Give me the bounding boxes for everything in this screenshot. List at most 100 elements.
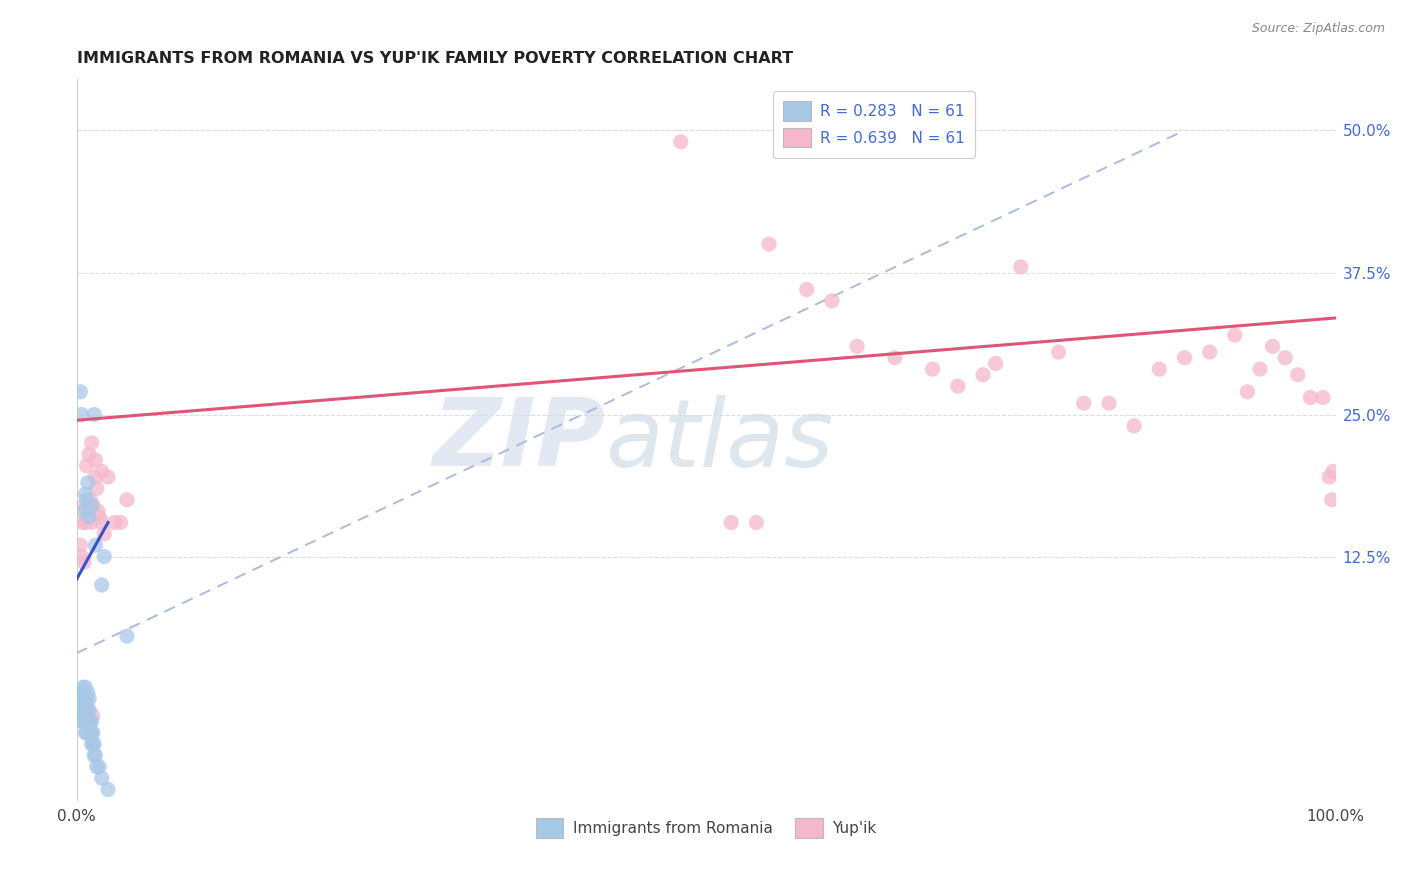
Point bbox=[75, 680, 97, 694]
Point bbox=[72, 516, 94, 530]
Point bbox=[745, 516, 768, 530]
Point bbox=[1149, 362, 1171, 376]
Point bbox=[1249, 362, 1271, 376]
Point bbox=[70, 691, 93, 706]
Point bbox=[75, 703, 97, 717]
Point bbox=[75, 725, 97, 739]
Point bbox=[77, 725, 100, 739]
Point bbox=[86, 482, 108, 496]
Point bbox=[76, 458, 98, 473]
Point bbox=[69, 691, 91, 706]
Point bbox=[76, 691, 98, 706]
Point bbox=[82, 725, 104, 739]
Point bbox=[79, 725, 101, 739]
Point bbox=[72, 691, 94, 706]
Point bbox=[76, 714, 98, 729]
Point bbox=[1261, 339, 1284, 353]
Point bbox=[1123, 418, 1146, 433]
Point bbox=[80, 516, 103, 530]
Point bbox=[97, 470, 120, 484]
Text: atlas: atlas bbox=[606, 394, 834, 485]
Point bbox=[115, 629, 138, 643]
Point bbox=[93, 526, 115, 541]
Point bbox=[70, 714, 93, 729]
Point bbox=[77, 714, 100, 729]
Point bbox=[70, 686, 93, 700]
Point bbox=[75, 691, 97, 706]
Point bbox=[669, 135, 692, 149]
Point bbox=[83, 748, 105, 763]
Point bbox=[1274, 351, 1296, 365]
Point bbox=[73, 555, 96, 569]
Point bbox=[821, 293, 844, 308]
Point bbox=[82, 499, 104, 513]
Point bbox=[76, 509, 98, 524]
Point bbox=[70, 408, 93, 422]
Point bbox=[76, 725, 98, 739]
Point bbox=[758, 237, 780, 252]
Point bbox=[73, 499, 96, 513]
Point bbox=[89, 760, 111, 774]
Point bbox=[84, 748, 107, 763]
Point bbox=[73, 691, 96, 706]
Point bbox=[1047, 345, 1070, 359]
Point bbox=[77, 703, 100, 717]
Point bbox=[1312, 391, 1334, 405]
Point bbox=[75, 487, 97, 501]
Point bbox=[67, 703, 90, 717]
Point bbox=[1299, 391, 1322, 405]
Point bbox=[77, 703, 100, 717]
Point bbox=[77, 691, 100, 706]
Point bbox=[77, 714, 100, 729]
Point bbox=[79, 714, 101, 729]
Point bbox=[796, 283, 818, 297]
Point bbox=[1286, 368, 1309, 382]
Point bbox=[1223, 328, 1246, 343]
Point bbox=[83, 737, 105, 751]
Point bbox=[82, 708, 104, 723]
Point bbox=[110, 516, 132, 530]
Point bbox=[1098, 396, 1121, 410]
Point bbox=[972, 368, 994, 382]
Point bbox=[70, 549, 93, 564]
Point bbox=[89, 509, 111, 524]
Point bbox=[84, 538, 107, 552]
Point bbox=[73, 703, 96, 717]
Point bbox=[97, 782, 120, 797]
Point bbox=[77, 499, 100, 513]
Point bbox=[115, 492, 138, 507]
Point bbox=[69, 384, 91, 399]
Text: IMMIGRANTS FROM ROMANIA VS YUP'IK FAMILY POVERTY CORRELATION CHART: IMMIGRANTS FROM ROMANIA VS YUP'IK FAMILY… bbox=[76, 51, 793, 66]
Point bbox=[90, 771, 112, 785]
Point bbox=[103, 516, 125, 530]
Point bbox=[946, 379, 969, 393]
Point bbox=[87, 504, 110, 518]
Point bbox=[77, 447, 100, 461]
Point bbox=[93, 549, 115, 564]
Point bbox=[72, 686, 94, 700]
Point bbox=[1198, 345, 1220, 359]
Point bbox=[1322, 464, 1344, 478]
Point bbox=[69, 538, 91, 552]
Point bbox=[846, 339, 869, 353]
Point bbox=[75, 703, 97, 717]
Point bbox=[720, 516, 742, 530]
Point bbox=[83, 408, 105, 422]
Point bbox=[80, 714, 103, 729]
Point bbox=[72, 714, 94, 729]
Point bbox=[77, 504, 100, 518]
Point bbox=[76, 703, 98, 717]
Point bbox=[75, 714, 97, 729]
Point bbox=[69, 703, 91, 717]
Point bbox=[1317, 470, 1340, 484]
Point bbox=[80, 737, 103, 751]
Point bbox=[921, 362, 943, 376]
Point bbox=[84, 453, 107, 467]
Point bbox=[1320, 492, 1343, 507]
Point bbox=[73, 504, 96, 518]
Point bbox=[77, 475, 100, 490]
Point bbox=[77, 509, 100, 524]
Point bbox=[86, 760, 108, 774]
Point bbox=[77, 714, 100, 729]
Point bbox=[76, 492, 98, 507]
